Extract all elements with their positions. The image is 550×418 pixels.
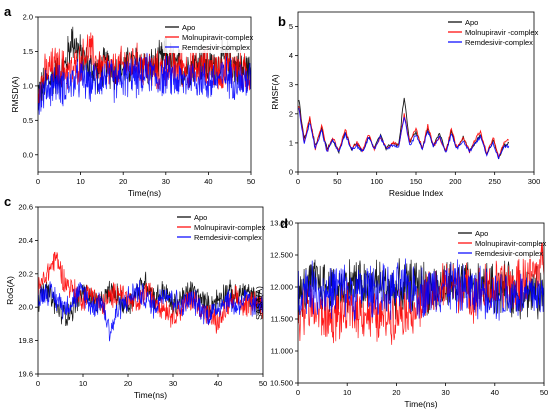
y-tick-label: 1 [289,138,293,147]
series-line-molnupiravir-complex [38,32,251,110]
legend-entry: Molnupiravir-complex [182,33,254,42]
x-axis-label: Residue Index [389,188,444,198]
y-tick-label: 20.0 [18,303,33,312]
x-tick-label: 0 [296,388,300,397]
x-tick-label: 0 [36,379,40,388]
y-tick-label: 0 [289,168,293,177]
x-tick-label: 50 [540,388,548,397]
plot-frame [297,222,545,384]
y-tick-label: 10.500 [270,379,293,388]
series-line-remdesivir-complex [298,108,510,160]
series-line-remdesivir-complex [38,280,263,342]
legend: ApoMolnupiravir-complexRemdesivir-comple… [456,226,547,259]
x-tick-label: 0 [296,177,300,186]
x-tick-label: 150 [410,177,423,186]
panel-c: c 0 10 20 30 40 50 19.6 19.8 20.0 20.2 20.4 20.6 Time… [4,194,267,400]
y-tick-label: 12.500 [270,251,293,260]
panel-letter: b [278,14,286,29]
legend-entry: Molnupiravir -complex [465,28,539,37]
series-line-remdesivir-complex [38,52,251,115]
y-axis-label: SASA(A) [254,286,264,320]
legend-entry: Apo [182,23,195,32]
y-tick-label: 19.8 [18,336,33,345]
series-group [38,251,263,342]
x-tick-label: 300 [528,177,541,186]
legend-entry: Remdesivir-complex [465,38,533,47]
legend-entry: Molnupiravir-complex [194,223,266,232]
y-tick-label: 20.2 [18,269,33,278]
y-tick-label: 0.5 [23,116,33,125]
y-tick-label: 13.000 [270,219,293,228]
x-tick-label: 20 [124,379,132,388]
series-line-molnupiravir-complex [298,242,544,345]
series-group [38,26,251,115]
y-tick-label: 4 [289,51,293,60]
x-tick-label: 10 [343,388,351,397]
x-tick-label: 10 [79,379,87,388]
x-tick-label: 100 [370,177,383,186]
legend: ApoMolnupiravir-complexRemdesivir-comple… [163,20,254,53]
x-tick-label: 30 [441,388,449,397]
x-tick-label: 200 [449,177,462,186]
y-axis-label: RMSF(A) [270,74,280,110]
series-group [298,97,510,160]
x-tick-label: 40 [491,388,499,397]
plot-frame [37,16,252,173]
legend-entry: Remdesivir-complex [182,43,250,52]
y-tick-label: 20.6 [18,203,33,212]
y-tick-label: 20.4 [18,236,33,245]
legend-entry: Remdesivir-complex [475,249,543,258]
y-tick-label: 11.500 [271,315,293,324]
y-axis-label: RoG(A) [5,276,15,305]
panel-d: d0 10 20 30 40 5010.50011.00011.50012.00012.5… [254,216,548,409]
legend-entry: Apo [194,213,207,222]
legend-entry: Apo [475,229,488,238]
y-tick-label: 11.000 [271,347,293,356]
y-tick-label: 2 [289,109,293,118]
legend-entry: Remdesivir-complex [194,233,262,242]
y-tick-label: 1.0 [23,81,33,90]
x-tick-label: 50 [333,177,341,186]
panel-b: b 0 50 100 150 200 250 300 0 1 2 3 4 5 Residue Index RM… [270,11,541,198]
x-tick-label: 30 [169,379,177,388]
y-tick-label: 2.0 [23,13,33,22]
x-axis-label: Time(ns) [128,188,161,198]
y-tick-label: 19.6 [18,370,33,379]
x-tick-label: 250 [488,177,501,186]
y-tick-label: 1.5 [23,47,33,56]
y-tick-label: 0.0 [23,150,33,159]
panel-letter: d [280,216,288,231]
x-tick-label: 20 [119,177,127,186]
series-line-apo [298,97,510,160]
panel-letter: a [4,4,12,19]
y-axis-label: RMSD(A) [10,76,20,113]
x-tick-label: 20 [392,388,400,397]
plot-frame [37,206,264,375]
series-line-molnupiravir-complex [298,106,509,158]
x-tick-label: 0 [36,177,40,186]
panel-letter: c [4,194,11,209]
x-tick-label: 50 [247,177,255,186]
x-tick-label: 50 [259,379,267,388]
panel-a: a 0 10 20 30 40 50 0.0 0.5 1.0 1.5 2.0 Time(ns) RMSD(… [4,4,255,198]
y-tick-label: 5 [289,22,293,31]
x-tick-label: 10 [76,177,84,186]
y-tick-label: 3 [289,80,293,89]
x-tick-label: 40 [214,379,222,388]
legend: ApoMolnupiravir-complexRemdesivir-comple… [175,210,266,243]
series-line-apo [298,258,544,324]
x-axis-label: Time(ns) [134,390,167,400]
legend-entry: Molnupiravir-complex [475,239,547,248]
x-axis-label: Time(ns) [404,399,437,409]
series-line-remdesivir-complex [298,258,544,322]
legend-entry: Apo [465,18,478,27]
y-tick-label: 12.000 [270,283,293,292]
x-tick-label: 30 [162,177,170,186]
x-tick-label: 40 [204,177,212,186]
series-group [298,242,544,345]
